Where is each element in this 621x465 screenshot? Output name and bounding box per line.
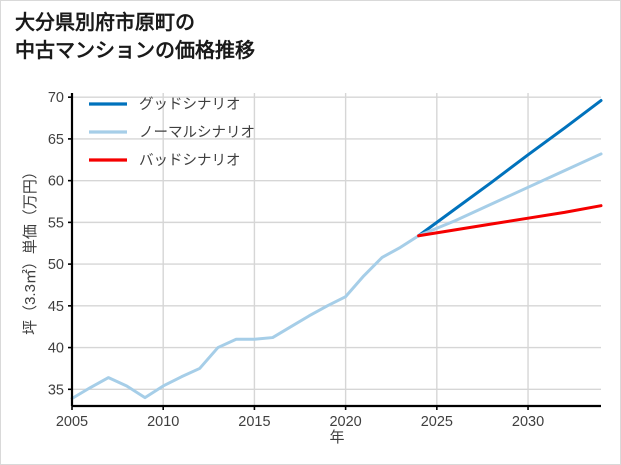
- y-tick-label: 45: [48, 299, 64, 315]
- y-axis-tick-labels: 35 40 45 50 55 60 65 70: [48, 90, 64, 398]
- y-tick-label: 65: [48, 132, 64, 148]
- y-axis-title: 坪（3.3㎡）単価（万円）: [22, 164, 39, 335]
- y-axis-tick-marks: [68, 96, 72, 391]
- series-line-2: [417, 204, 603, 238]
- legend-label-0: グッドシナリオ: [139, 96, 241, 113]
- plot-gridlines: [71, 93, 601, 406]
- x-tick-label: 2005: [56, 414, 88, 430]
- x-axis-title: 年: [329, 429, 344, 446]
- y-tick-label: 60: [48, 174, 64, 190]
- y-tick-label: 40: [48, 341, 64, 357]
- chart-title-line-2: 中古マンションの価格推移: [15, 40, 255, 62]
- y-tick-label: 50: [48, 257, 64, 273]
- y-tick-label: 55: [48, 215, 64, 231]
- chart-title-line-1: 大分県別府市原町の: [15, 12, 195, 34]
- x-axis-tick-marks: [71, 406, 529, 410]
- y-tick-label: 70: [48, 90, 64, 106]
- plot-axes: [70, 93, 601, 408]
- x-tick-label: 2025: [421, 414, 453, 430]
- x-tick-label: 2020: [329, 414, 361, 430]
- plot-series: [70, 99, 603, 400]
- series-line-0: [417, 99, 603, 238]
- x-axis-tick-labels: 2005 2010 2015 2020 2025 2030: [56, 414, 544, 430]
- legend-label-2: バッドシナリオ: [139, 153, 241, 169]
- x-tick-label: 2015: [238, 414, 270, 430]
- x-tick-label: 2030: [512, 414, 544, 430]
- chart-title: 大分県別府市原町の 中古マンションの価格推移: [15, 9, 575, 65]
- legend-label-1: ノーマルシナリオ: [139, 125, 255, 141]
- x-tick-label: 2010: [147, 414, 179, 430]
- series-line-1: [70, 152, 603, 400]
- y-tick-label: 35: [48, 382, 64, 398]
